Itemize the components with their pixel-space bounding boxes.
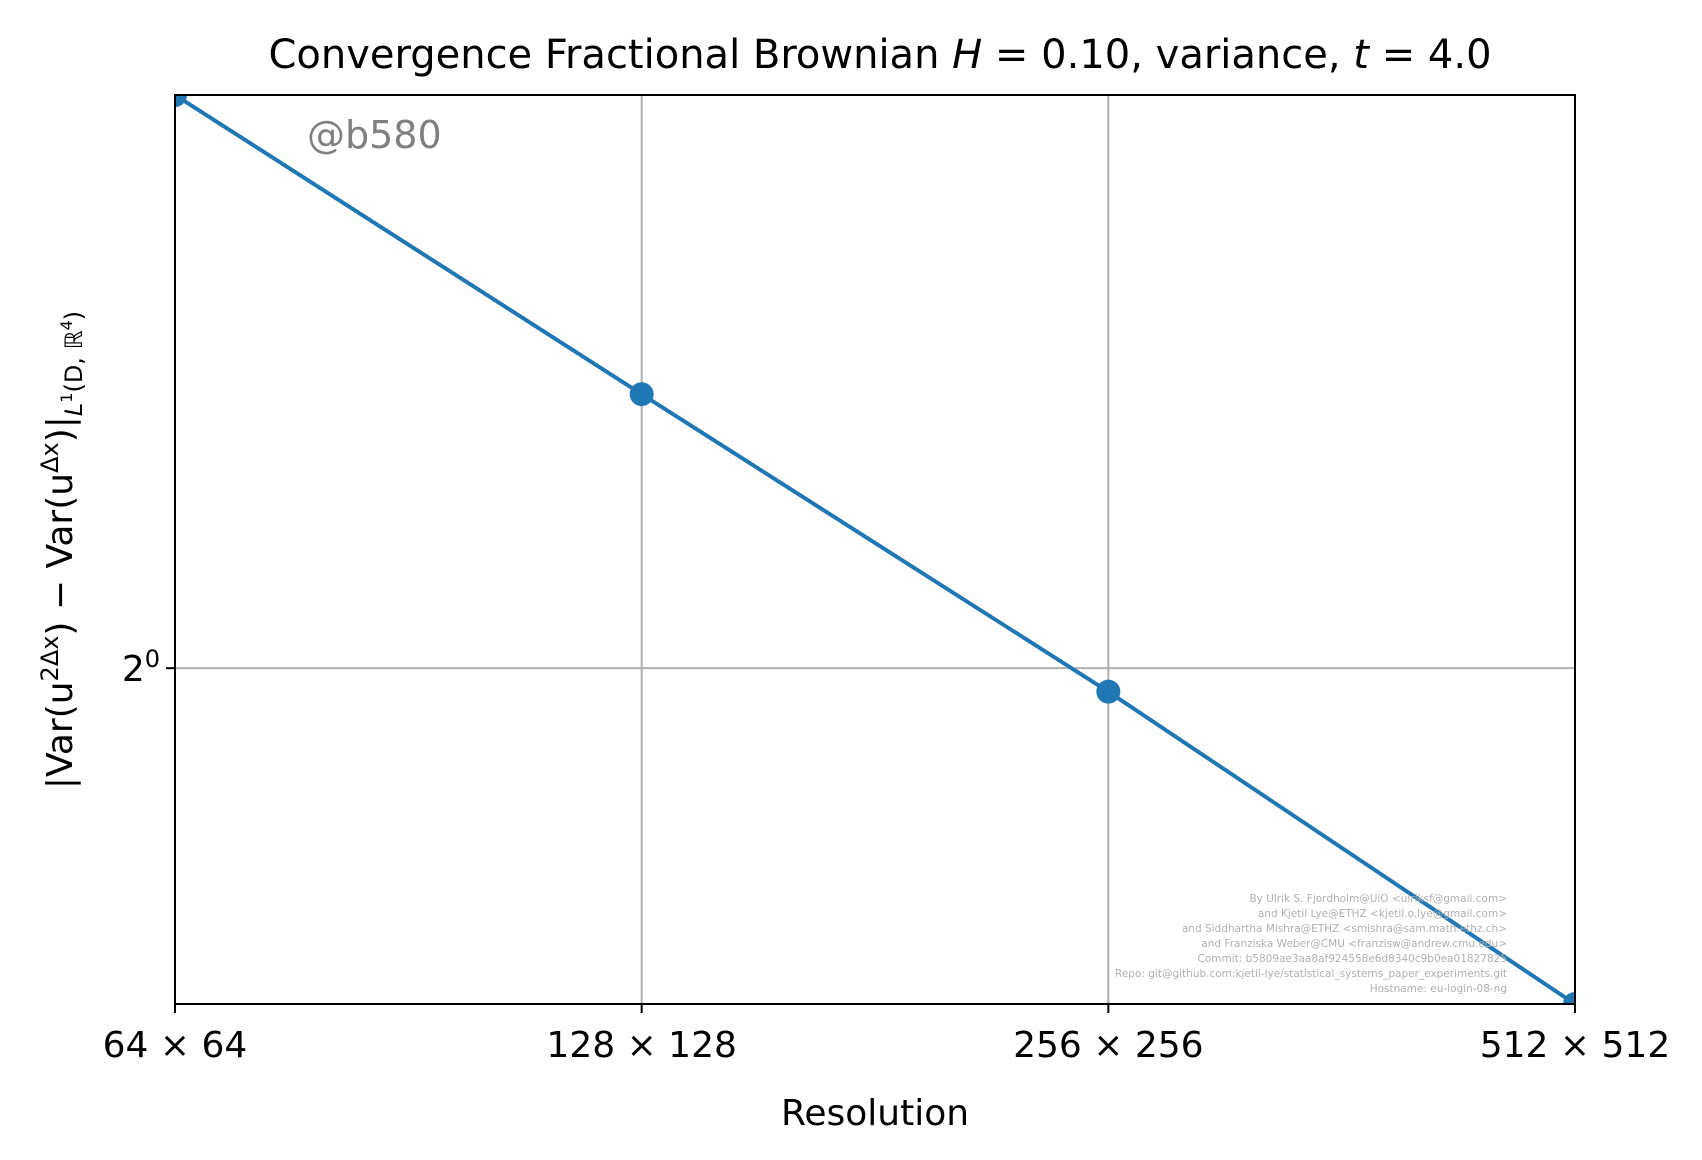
ylabel-end: )| bbox=[40, 416, 81, 442]
title-h-value: = 0.10, variance, bbox=[982, 32, 1353, 78]
ylabel-sup1: 2Δx bbox=[36, 636, 64, 682]
title-t-value: = 4.0 bbox=[1369, 32, 1492, 78]
credit-line: and Kjetil Lye@ETHZ <kjetil.o.lye@gmail.… bbox=[1258, 908, 1507, 920]
x-tick-label: 128 × 128 bbox=[546, 1025, 736, 1066]
y-axis-ticks: 20 bbox=[122, 645, 175, 690]
ylabel-sub-sup2: 4 bbox=[57, 320, 76, 330]
title-h-symbol: H bbox=[952, 32, 982, 78]
ylabel-mid: ) − Var(u bbox=[40, 473, 81, 636]
x-tick-label: 256 × 256 bbox=[1013, 1025, 1203, 1066]
credit-line: Commit: b5809ae3aa8af924558e6d8340c9b0ea… bbox=[1197, 953, 1507, 965]
x-axis-ticks: 64 × 64 128 × 128 256 × 256 512 × 512 bbox=[103, 1004, 1670, 1066]
credit-line: Hostname: eu-login-08-ng bbox=[1370, 983, 1507, 995]
y-tick-label: 20 bbox=[122, 645, 160, 690]
credit-line: Repo: git@github.com:kjetil-lye/statisti… bbox=[1115, 968, 1507, 980]
ylabel-sub-end: (D, ℝ bbox=[60, 330, 88, 392]
data-point bbox=[629, 382, 654, 407]
ylabel-sub: L bbox=[60, 403, 88, 416]
series-layer bbox=[175, 95, 1575, 1004]
credit-line: and Siddhartha Mishra@ETHZ <smishra@sam.… bbox=[1182, 923, 1507, 935]
ylabel-sub-sup: 1 bbox=[57, 393, 76, 403]
credits-block: By Ulrik S. Fjordholm@UiO <ulriksf@gmail… bbox=[1115, 893, 1507, 995]
y-axis-label: |Var(u2Δx) − Var(uΔx)|L1(D, ℝ4) bbox=[36, 311, 88, 789]
credit-line: and Franziska Weber@CMU <franzisw@andrew… bbox=[1201, 938, 1507, 950]
data-point bbox=[1563, 992, 1575, 1004]
data-point bbox=[175, 95, 187, 107]
chart-title: Convergence Fractional Brownian H = 0.10… bbox=[268, 32, 1491, 78]
ylabel-sub-close: ) bbox=[60, 311, 88, 320]
series-line bbox=[175, 95, 1575, 1004]
ylabel-base: |Var(u bbox=[40, 681, 81, 789]
x-axis-label: Resolution bbox=[781, 1093, 969, 1134]
credit-line: By Ulrik S. Fjordholm@UiO <ulriksf@gmail… bbox=[1249, 893, 1507, 905]
plot-frame bbox=[174, 94, 1576, 1005]
title-t-symbol: t bbox=[1353, 32, 1370, 78]
ylabel-sup2: Δx bbox=[36, 442, 64, 473]
watermark-label: @b580 bbox=[307, 113, 442, 157]
data-point bbox=[1096, 679, 1121, 704]
x-tick-label: 64 × 64 bbox=[103, 1025, 248, 1066]
x-tick-label: 512 × 512 bbox=[1480, 1025, 1670, 1066]
title-prefix: Convergence Fractional Brownian bbox=[268, 32, 952, 78]
